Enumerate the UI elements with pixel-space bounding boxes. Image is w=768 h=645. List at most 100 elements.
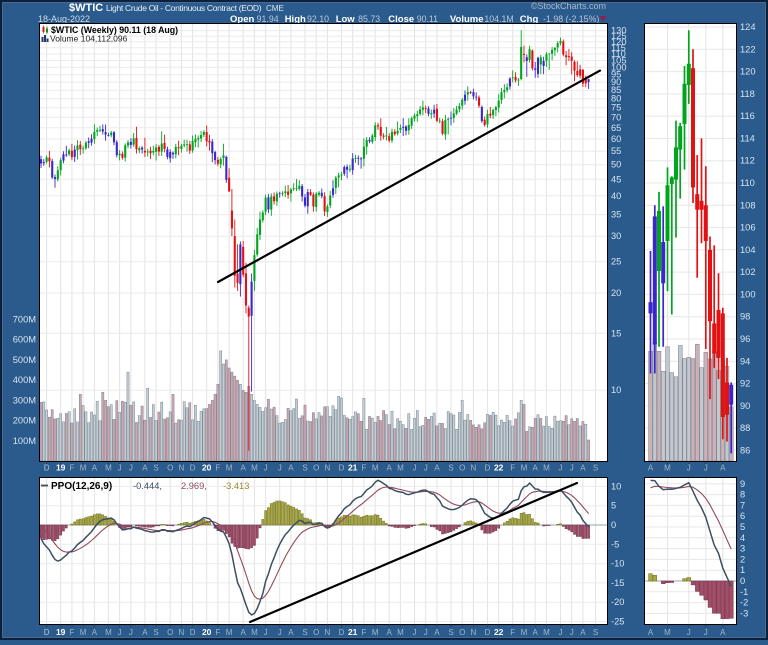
svg-text:110: 110 [611,49,626,59]
svg-text:104.1M: 104.1M [484,14,513,24]
svg-text:94: 94 [740,356,750,366]
svg-text:2.969,: 2.969, [181,481,207,491]
svg-text:120: 120 [611,37,627,47]
svg-text:O: O [459,463,465,472]
svg-text:S: S [153,628,158,637]
svg-text:M: M [105,628,112,637]
svg-text:S: S [448,463,453,472]
svg-text:0: 0 [740,576,745,586]
svg-text:M: M [397,463,404,472]
svg-text:122: 122 [740,44,756,54]
svg-text:D: D [44,628,50,637]
svg-text:J: J [118,628,122,637]
svg-text:90: 90 [611,77,621,87]
svg-text:A: A [434,628,440,637]
svg-text:130: 130 [611,26,627,36]
svg-text:A: A [720,463,726,472]
svg-text:M: M [372,463,379,472]
svg-text:86: 86 [740,445,750,455]
svg-text:A: A [142,463,148,472]
svg-text:O: O [313,463,319,472]
svg-text:92: 92 [740,379,750,389]
svg-text:J: J [570,628,574,637]
svg-text:J: J [687,628,691,637]
svg-text:J: J [264,463,268,472]
svg-text:60: 60 [611,134,621,144]
svg-text:High: High [285,14,306,25]
svg-text:-5: -5 [611,539,619,549]
svg-text:M: M [664,463,671,472]
svg-text:A: A [387,628,393,637]
svg-text:95: 95 [611,70,621,80]
svg-text:D: D [44,628,50,637]
svg-text:98: 98 [740,312,750,322]
svg-text:O: O [313,628,319,637]
svg-text:J: J [129,463,133,472]
svg-text:40: 40 [611,191,621,201]
svg-text:A: A [720,628,726,637]
svg-text:A: A [580,628,586,637]
svg-text:N: N [179,628,185,637]
svg-text:20: 20 [611,288,621,298]
svg-text:D: D [190,463,196,472]
svg-text:Light Crude Oil - Continuous C: Light Crude Oil - Continuous Contract (E… [106,3,262,13]
svg-text:96: 96 [740,334,750,344]
svg-text:N: N [179,463,185,472]
svg-text:45: 45 [611,174,621,184]
svg-text:N: N [325,463,331,472]
svg-text:110: 110 [740,178,755,188]
svg-text:92.10: 92.10 [307,14,329,24]
svg-text:CME: CME [266,4,284,13]
svg-text:25: 25 [611,257,621,267]
svg-text:5: 5 [740,522,745,532]
svg-text:7: 7 [740,500,745,510]
svg-text:D: D [339,628,345,637]
svg-text:J: J [424,628,428,637]
svg-text:S: S [593,463,598,472]
svg-text:105: 105 [611,56,627,66]
svg-text:-0.444,: -0.444, [133,481,162,491]
svg-text:J: J [129,628,133,637]
svg-text:80: 80 [611,94,621,104]
svg-text:A: A [92,628,98,637]
svg-text:3: 3 [740,544,745,554]
svg-text:M: M [226,463,233,472]
svg-text:125: 125 [611,31,627,41]
svg-text:N: N [471,463,477,472]
svg-text:6: 6 [740,511,745,521]
svg-text:70: 70 [611,112,621,122]
svg-text:A: A [387,463,393,472]
svg-text:600M: 600M [13,335,36,345]
svg-text:A: A [288,463,294,472]
svg-text:18-Aug-2022: 18-Aug-2022 [38,14,90,24]
svg-text:91.94: 91.94 [257,14,279,24]
svg-text:9: 9 [740,479,745,489]
svg-text:106: 106 [740,223,756,233]
svg-text:0: 0 [611,520,616,530]
svg-text:S: S [448,628,453,637]
svg-text:10: 10 [611,385,621,395]
svg-text:J: J [687,463,691,472]
svg-text:M: M [521,628,528,637]
svg-text:D: D [44,463,50,472]
svg-text:-20: -20 [611,597,624,607]
svg-text:S: S [593,628,598,637]
svg-text:J: J [704,463,708,472]
svg-text:M: M [543,628,550,637]
svg-text:20: 20 [202,627,212,637]
svg-text:Chg: Chg [520,14,539,25]
svg-text:1: 1 [740,565,745,575]
svg-text:M: M [80,628,87,637]
svg-text:A: A [648,628,654,637]
svg-text:A: A [648,463,654,472]
svg-text:M: M [521,463,528,472]
svg-text:112: 112 [740,156,755,166]
svg-text:O: O [459,628,465,637]
svg-text:400M: 400M [13,375,36,385]
svg-text:J: J [704,628,708,637]
svg-text:114: 114 [740,133,755,143]
svg-text:$WTIC (Weekly) 90.11 (18 Aug): $WTIC (Weekly) 90.11 (18 Aug) [51,25,178,35]
svg-text:N: N [471,628,477,637]
svg-text:J: J [278,628,282,637]
svg-text:A: A [580,463,586,472]
